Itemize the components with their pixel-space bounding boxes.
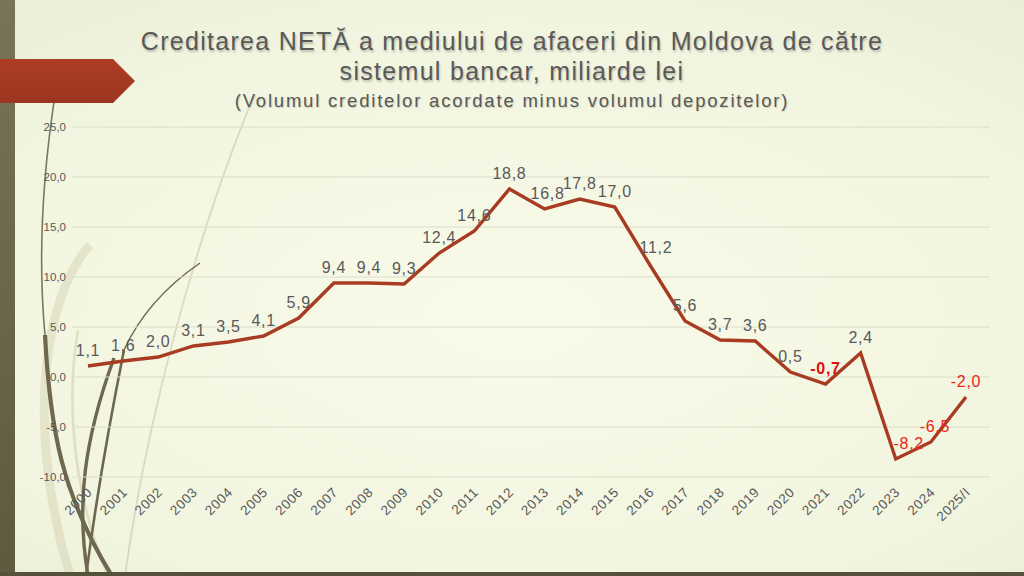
data-point-value-label: 16,8 <box>531 185 565 202</box>
x-axis-year-label: 2004 <box>202 485 236 519</box>
y-axis-label: 15,0 <box>44 221 66 233</box>
x-axis-year-label: 2020 <box>764 485 798 519</box>
data-point-value-label: 0,5 <box>778 348 802 365</box>
data-point-value-label: 11,2 <box>640 239 673 256</box>
data-point-value-label: 9,4 <box>322 259 346 276</box>
net-credit-line-chart: 25,020,015,010,05,00,0-5,0-10,0200020012… <box>0 0 1024 576</box>
x-axis-year-label: 2025/I <box>933 485 973 525</box>
x-axis-year-label: 2017 <box>659 485 693 519</box>
x-axis-year-label: 2002 <box>132 485 166 519</box>
data-point-value-label: 3,1 <box>181 322 205 339</box>
x-axis-year-label: 2012 <box>483 485 517 519</box>
x-axis-year-label: 2014 <box>553 485 587 519</box>
data-point-value-label: 12,4 <box>422 229 456 246</box>
x-axis-year-label: 2009 <box>378 485 412 519</box>
y-axis-label: 5,0 <box>50 321 66 333</box>
data-point-value-label: 1,6 <box>111 337 135 354</box>
data-point-value-label: 3,7 <box>708 316 732 333</box>
y-axis-label: -5,0 <box>46 421 66 433</box>
x-axis-year-label: 2016 <box>623 485 657 519</box>
x-axis-year-label: 2023 <box>869 485 903 519</box>
data-point-value-label: -2,0 <box>951 373 981 390</box>
y-axis-label: 20,0 <box>44 171 66 183</box>
x-axis-year-label: 2019 <box>729 485 763 519</box>
data-point-value-label: 9,4 <box>357 259 381 276</box>
y-axis-label: 0,0 <box>50 371 66 383</box>
x-axis-year-label: 2005 <box>237 485 271 519</box>
data-point-value-label: 9,3 <box>392 260 416 277</box>
data-point-value-label: 17,8 <box>563 175 597 192</box>
data-point-value-label: -8,2 <box>894 435 924 452</box>
y-axis-label: 25,0 <box>44 121 66 133</box>
data-point-value-label: 4,1 <box>251 312 275 329</box>
data-point-value-label: 2,0 <box>146 333 170 350</box>
data-point-value-label: 18,8 <box>492 165 526 182</box>
y-axis-label: 10,0 <box>44 271 66 283</box>
x-axis-year-label: 2022 <box>834 485 868 519</box>
x-axis-year-label: 2000 <box>62 485 96 519</box>
x-axis-year-label: 2011 <box>449 485 482 518</box>
x-axis-year-label: 2021 <box>799 485 833 519</box>
data-point-value-label: 1,1 <box>76 342 100 359</box>
data-point-value-label: 17,0 <box>598 183 632 200</box>
data-point-value-label: 14,6 <box>457 207 491 224</box>
x-axis-year-label: 2006 <box>272 485 306 519</box>
data-point-value-label: -6,5 <box>920 418 950 435</box>
data-point-value-label: 3,6 <box>743 317 767 334</box>
x-axis-year-label: 2007 <box>307 485 341 519</box>
data-point-value-label: 2,4 <box>848 329 872 346</box>
x-axis-year-label: 2010 <box>413 485 447 519</box>
x-axis-year-label: 2018 <box>694 485 728 519</box>
x-axis-year-label: 2003 <box>167 485 201 519</box>
x-axis-year-label: 2008 <box>343 485 377 519</box>
data-point-value-label: 3,5 <box>216 318 240 335</box>
data-point-value-label: 5,6 <box>673 297 697 314</box>
y-axis-label: -10,0 <box>40 471 66 483</box>
x-axis-year-label: 2001 <box>97 485 131 519</box>
data-point-value-label: -0,7 <box>810 360 840 377</box>
x-axis-year-label: 2013 <box>518 485 552 519</box>
data-point-value-label: 5,9 <box>287 294 311 311</box>
slide: { "slide": { "title_line1": "Creditarea … <box>0 0 1024 576</box>
x-axis-year-label: 2015 <box>588 485 622 519</box>
